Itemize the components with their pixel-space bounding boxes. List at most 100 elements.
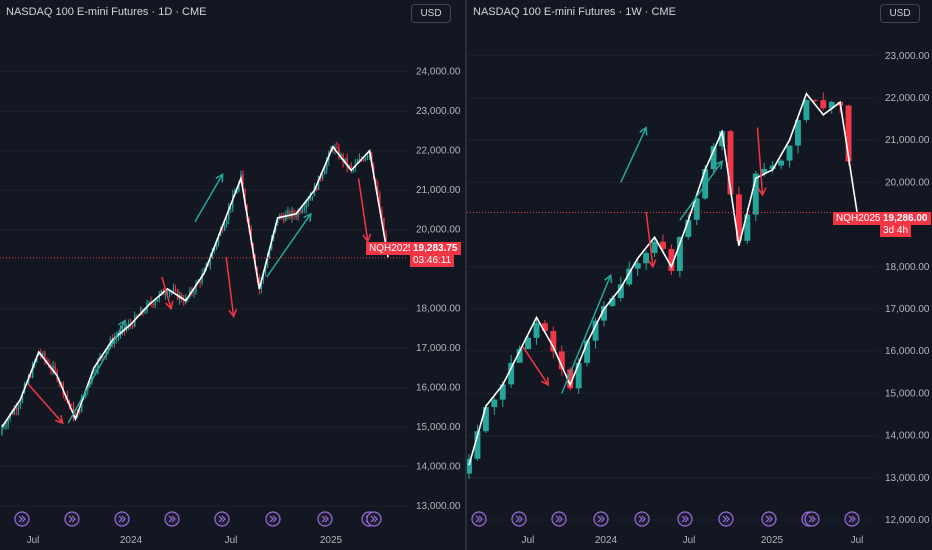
candle-body: [121, 326, 124, 331]
weekly-chart-canvas[interactable]: 23,000.00 22,000.00 21,000.00 20,000.00 18,0…: [467, 0, 932, 550]
currency-button[interactable]: USD: [880, 4, 920, 23]
candle-body: [91, 372, 93, 383]
currency-button[interactable]: USD: [411, 4, 451, 23]
candle-body: [744, 214, 751, 241]
y-tick-label: 15,000.00: [416, 422, 461, 433]
candle-body: [710, 146, 717, 170]
candle-body: [72, 405, 75, 418]
candle-body: [95, 369, 97, 372]
event-chevron-icon: [168, 515, 176, 523]
candle-body: [676, 236, 683, 271]
candle-body: [97, 359, 99, 370]
candle-body: [584, 340, 591, 363]
candle-body: [344, 158, 346, 163]
y-tick-label: 18,000.00: [885, 262, 930, 273]
bar-countdown-tag: 3d 4h: [880, 224, 912, 237]
event-chevron-icon: [765, 515, 773, 523]
candle-body: [350, 165, 352, 169]
daily-chart-canvas[interactable]: 24,000.00 23,000.00 22,000.00 21,000.00 20,0…: [0, 0, 465, 550]
candle-body: [68, 400, 71, 405]
last-price-tag: 19,286.00: [880, 212, 931, 225]
chart-title: NASDAQ 100 E-mini Futures · 1W · CME: [473, 6, 676, 18]
candle-body: [828, 101, 835, 109]
last-price-symbol-tag: NQH2025: [366, 242, 417, 255]
candle-body: [305, 203, 308, 209]
candle-body: [786, 145, 793, 161]
chart-title: NASDAQ 100 E-mini Futures · 1D · CME: [6, 6, 207, 18]
y-tick-label: 20,000.00: [885, 177, 930, 188]
candle-body: [491, 399, 498, 408]
candle-body: [769, 165, 776, 170]
candle-body: [238, 182, 240, 191]
candle-body: [385, 233, 387, 245]
arrow-head: [540, 376, 550, 387]
candle-body: [21, 392, 24, 403]
candle-body: [156, 299, 158, 302]
x-tick-label: Jul: [683, 535, 696, 546]
event-chevron-icon: [848, 515, 856, 523]
x-tick-label: 2025: [320, 535, 343, 546]
candle-body: [307, 200, 310, 204]
candle-body: [336, 146, 338, 148]
candle-body: [719, 131, 725, 147]
candle-body: [499, 384, 506, 400]
candle-body: [15, 408, 18, 410]
candle-body: [193, 291, 195, 294]
chart-panel-daily[interactable]: 24,000.00 23,000.00 22,000.00 21,000.00 20,0…: [0, 0, 465, 550]
candle-body: [558, 351, 565, 370]
y-tick-label: 15,000.00: [885, 388, 930, 399]
candle-body: [154, 301, 156, 306]
candle-body: [236, 190, 238, 194]
candle-body: [364, 157, 367, 161]
candle-body: [225, 219, 228, 226]
candle-body: [550, 331, 557, 352]
candle-body: [260, 279, 263, 290]
last-price-tag: 19,283.75: [410, 242, 461, 255]
x-tick-label: Jul: [225, 535, 238, 546]
trend-arrow-up: [266, 213, 312, 278]
candle-body: [19, 402, 22, 407]
candle-body: [795, 119, 801, 146]
candle-body: [301, 209, 303, 213]
candle-body: [362, 159, 365, 161]
candle-body: [533, 323, 540, 338]
event-chevron-icon: [475, 515, 483, 523]
candle-body: [377, 186, 379, 195]
candle-body: [227, 208, 230, 220]
candle-body: [152, 303, 154, 306]
candle-body: [601, 306, 607, 321]
candle-body: [42, 352, 44, 356]
wave-line: [468, 92, 858, 466]
candle-body: [303, 208, 305, 210]
candle-body: [592, 320, 599, 341]
x-tick-label: 2025: [761, 535, 784, 546]
trend-arrow-up: [679, 160, 723, 221]
candle-body: [651, 241, 658, 254]
event-chevron-icon: [597, 515, 605, 523]
chart-panel-weekly[interactable]: 23,000.00 22,000.00 21,000.00 20,000.00 18,0…: [467, 0, 932, 550]
trend-arrow-down: [756, 127, 764, 196]
candle-body: [315, 186, 318, 190]
candle-body: [85, 390, 87, 397]
candle-body: [262, 273, 265, 280]
event-chevron-icon: [555, 515, 563, 523]
y-tick-label: 24,000.00: [416, 67, 461, 78]
candle-body: [80, 398, 83, 412]
x-tick-label: Jul: [27, 535, 40, 546]
trend-arrow-down: [357, 178, 369, 242]
candle-body: [321, 174, 324, 179]
arrow-head: [164, 300, 174, 311]
arrow-head: [604, 273, 613, 284]
last-price-symbol-tag: NQH2025: [833, 212, 884, 225]
candle-body: [136, 315, 138, 317]
candle-body: [117, 335, 120, 338]
candle-body: [348, 165, 350, 167]
candle-body: [295, 215, 297, 217]
candle-body: [54, 366, 56, 371]
candle-body: [626, 268, 633, 285]
candle-body: [541, 323, 548, 332]
panel-divider[interactable]: [465, 0, 467, 550]
trend-arrow-down: [225, 257, 235, 317]
candle-body: [144, 311, 146, 313]
candle-body: [285, 214, 287, 222]
